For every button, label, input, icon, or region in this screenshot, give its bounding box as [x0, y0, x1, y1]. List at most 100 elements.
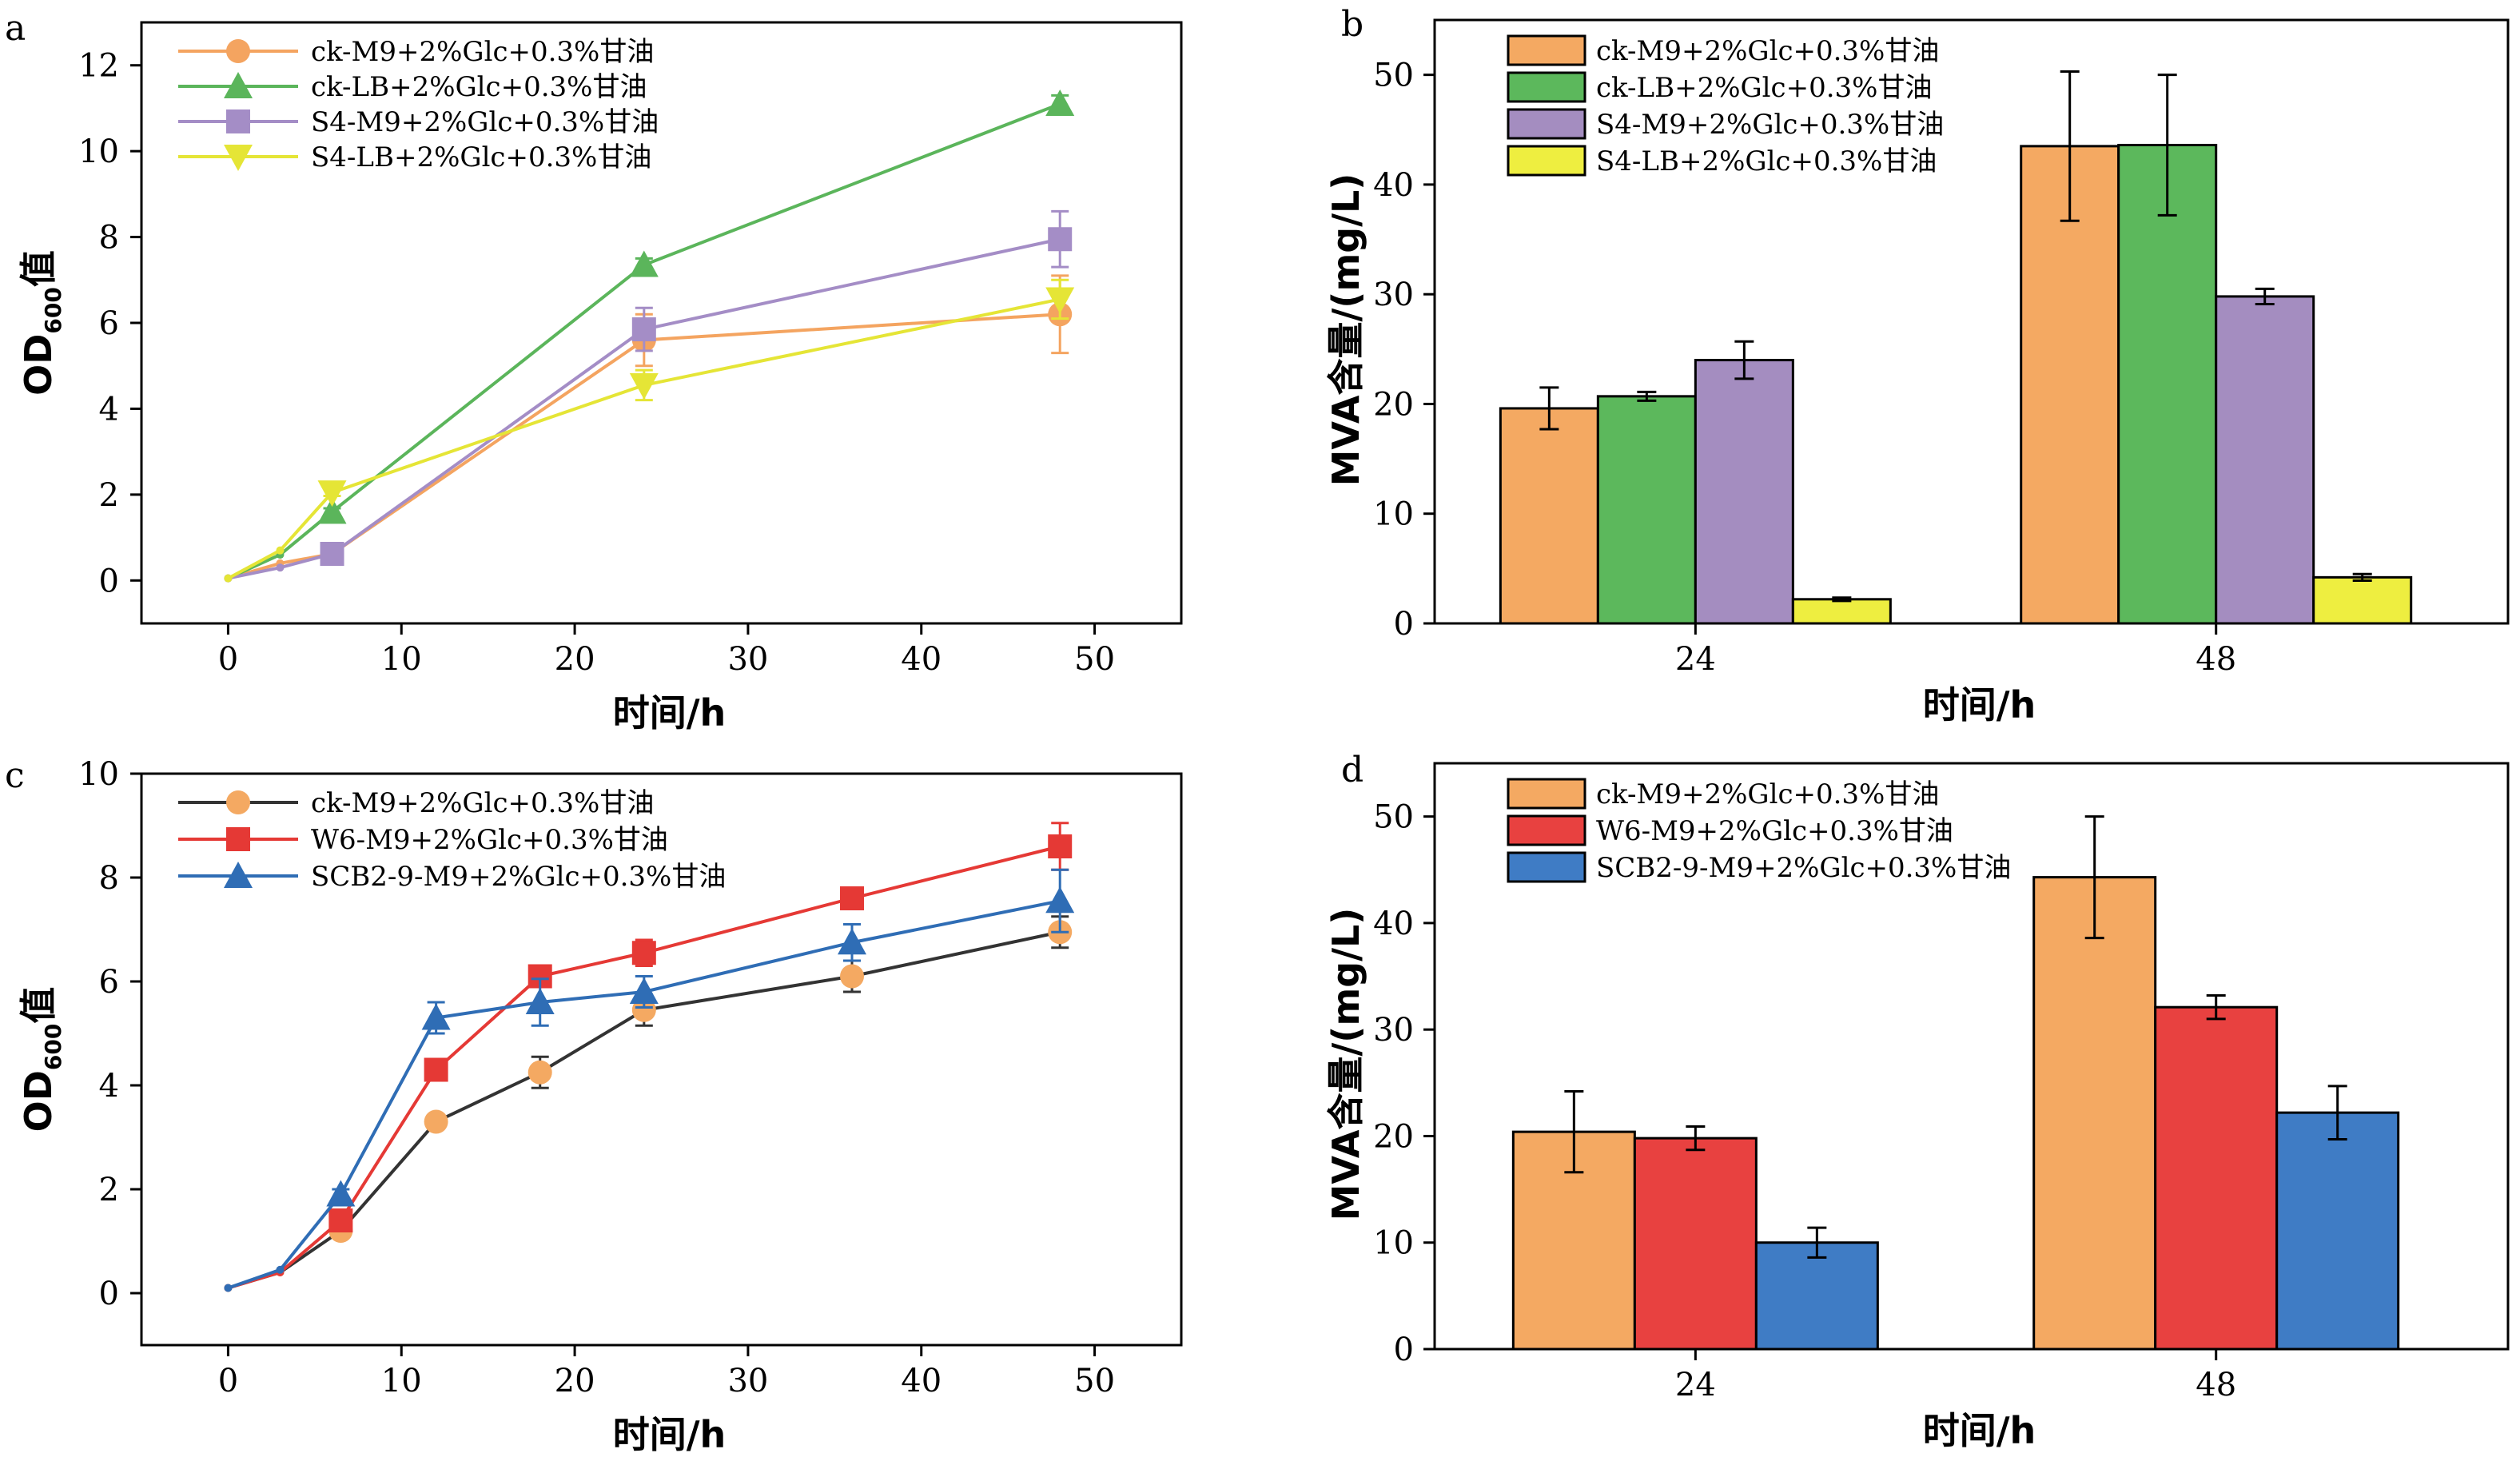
x-tick-label: 20	[555, 1363, 595, 1399]
legend-marker	[226, 109, 250, 133]
x-tick-label: 20	[555, 641, 595, 678]
y-tick-label: 50	[1373, 58, 1414, 94]
y-tick-label: 40	[1373, 167, 1414, 204]
legend-label: ck-M9+2%Glc+0.3%甘油	[1596, 778, 1939, 810]
series-3	[224, 868, 1075, 1292]
legend-marker	[226, 39, 250, 63]
bar	[2312, 575, 2413, 625]
y-tick-label: 10	[1373, 1225, 1414, 1262]
legend-label: ck-LB+2%Glc+0.3%甘油	[311, 71, 647, 103]
data-point	[328, 1208, 353, 1232]
y-axis-title: OD600值	[17, 987, 66, 1133]
data-point	[320, 541, 344, 566]
data-point	[527, 1060, 552, 1085]
y-tick-label: 6	[99, 964, 119, 1001]
y-axis-title-main: OD	[17, 334, 60, 396]
y-tick-label: 0	[1394, 606, 1414, 643]
y-tick-label: 10	[78, 133, 119, 170]
legend-label: S4-LB+2%Glc+0.3%甘油	[1596, 145, 1937, 177]
data-point	[421, 1003, 451, 1030]
y-tick-label: 2	[99, 1172, 119, 1208]
y-axis-title-subscript: 600	[40, 1024, 66, 1070]
legend-label: W6-M9+2%Glc+0.3%甘油	[311, 824, 668, 856]
y-tick-label: 20	[1373, 1118, 1414, 1155]
series-line	[227, 899, 1061, 1290]
panel-c-od600-line-chart: c 0 10 20 30 40 50 0 2 4 6 8 10 时间/h OD600值 ck-M9+2%Glc…	[5, 755, 1183, 1456]
x-axis-title: 时间/h	[1923, 683, 2036, 727]
series-2	[224, 90, 1075, 583]
data-point	[840, 964, 865, 989]
legend-marker	[226, 827, 250, 851]
x-axis-title: 时间/h	[613, 691, 727, 734]
y-tick-label: 4	[99, 1068, 119, 1105]
legend-swatch	[1507, 778, 1586, 810]
y-axis-title: MVA含量/(mg/L)	[1324, 908, 1367, 1221]
legend-marker	[224, 145, 253, 171]
legend-marker	[224, 72, 253, 98]
data-point	[1045, 90, 1075, 117]
legend-label: ck-M9+2%Glc+0.3%甘油	[311, 787, 654, 819]
x-tick-label: 48	[2196, 1367, 2236, 1403]
series-2	[224, 822, 1073, 1292]
y-tick-label: 30	[1373, 277, 1414, 313]
x-tick-label: 40	[901, 641, 942, 678]
data-point	[317, 497, 347, 524]
bar	[1791, 598, 1892, 625]
x-axis-title: 时间/h	[613, 1413, 727, 1456]
data-point	[1048, 227, 1073, 252]
data-point	[840, 886, 865, 910]
plot-frame	[1433, 762, 2510, 1351]
y-tick-label: 20	[1373, 386, 1414, 423]
data-point	[326, 1180, 356, 1207]
data-point	[629, 977, 659, 1004]
y-tick-label: 30	[1373, 1012, 1414, 1049]
data-point	[317, 480, 347, 508]
y-tick-label: 40	[1373, 906, 1414, 942]
data-point	[276, 563, 285, 572]
series-1	[224, 915, 1073, 1292]
legend-swatch	[1507, 814, 1586, 846]
legend-label: SCB2-9-M9+2%Glc+0.3%甘油	[1596, 852, 2011, 884]
data-point	[629, 250, 659, 277]
plot-frame	[1433, 18, 2510, 625]
y-tick-label: 0	[99, 563, 119, 599]
data-point	[224, 1284, 233, 1292]
data-point	[224, 574, 233, 583]
bar	[2032, 876, 2157, 1351]
bar	[2215, 295, 2315, 625]
series-4	[224, 278, 1075, 583]
y-axis-title-suffix: 值	[17, 250, 60, 287]
data-point	[276, 1265, 285, 1274]
y-axis-title: MVA含量/(mg/L)	[1324, 173, 1367, 487]
x-axis-title: 时间/h	[1923, 1409, 2036, 1452]
panel-a-od600-line-chart: a 0 10 20 30 40 50 0 2 4 6 8 10 12 时间/h OD600值 ck-M9+2%G…	[5, 8, 1183, 734]
bar	[2275, 1111, 2400, 1351]
data-point	[631, 317, 656, 342]
legend-swatch	[1507, 145, 1586, 177]
y-tick-label: 0	[99, 1276, 119, 1312]
x-tick-label: 24	[1675, 1367, 1716, 1403]
legend-label: ck-LB+2%Glc+0.3%甘油	[1596, 72, 1932, 104]
legend-swatch	[1507, 851, 1586, 883]
data-point	[631, 997, 656, 1022]
data-point	[424, 1109, 448, 1134]
y-tick-label: 2	[99, 477, 119, 514]
legend-label: SCB2-9-M9+2%Glc+0.3%甘油	[311, 861, 726, 893]
data-point	[631, 941, 656, 965]
data-point	[1048, 834, 1073, 858]
y-tick-label: 8	[99, 860, 119, 897]
x-tick-label: 30	[727, 1363, 768, 1399]
x-tick-label: 10	[381, 641, 422, 678]
bar	[1633, 1137, 1758, 1351]
x-tick-label: 48	[2196, 641, 2236, 678]
legend-swatch	[1507, 108, 1586, 140]
series-line	[227, 845, 1061, 1290]
legend-swatch	[1507, 71, 1586, 103]
legend-label: S4-LB+2%Glc+0.3%甘油	[311, 141, 651, 173]
y-tick-label: 12	[78, 48, 119, 85]
y-tick-label: 8	[99, 220, 119, 257]
data-point	[276, 546, 285, 555]
data-point	[1045, 287, 1075, 314]
legend-swatch	[1507, 34, 1586, 66]
bar	[1499, 407, 1599, 625]
